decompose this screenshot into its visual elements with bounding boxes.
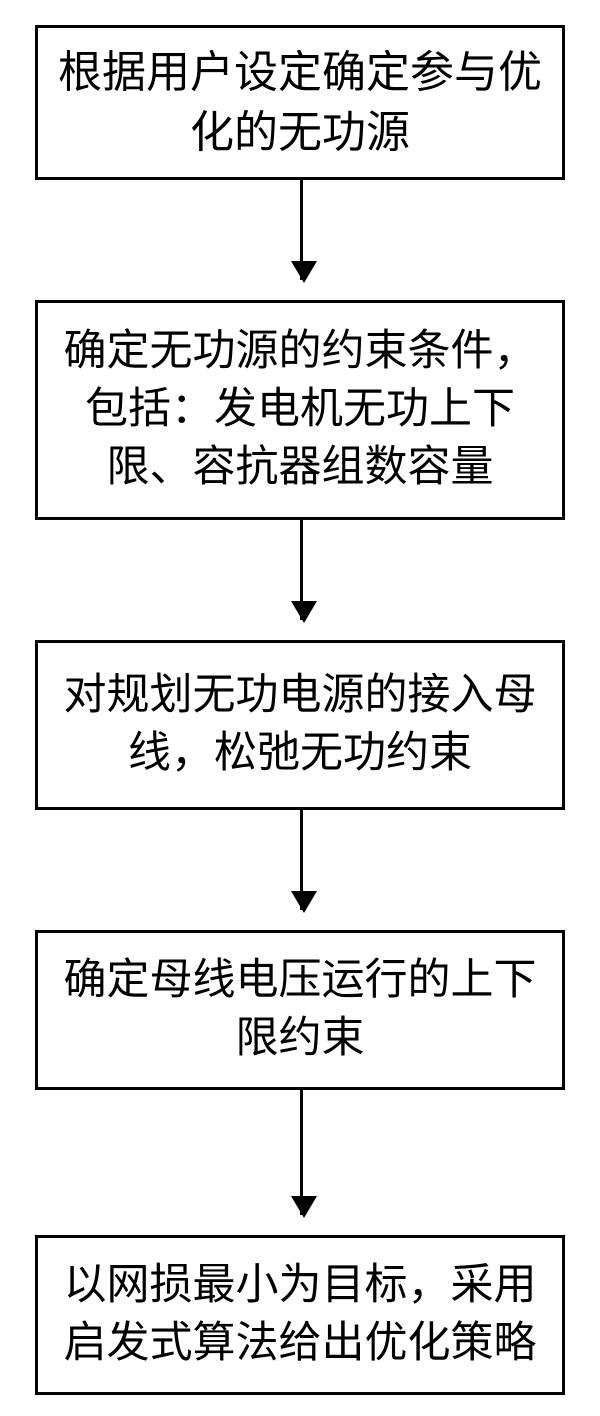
flow-node-3-text: 对规划无功电源的接入母线，松弛无功约束 [58, 667, 542, 783]
flow-arrow-1-2 [300, 180, 303, 280]
flow-node-2: 确定无功源的约束条件，包括：发电机无功上下限、容抗器组数容量 [35, 300, 565, 520]
flow-arrow-2-3 [300, 520, 303, 620]
flow-node-3: 对规划无功电源的接入母线，松弛无功约束 [35, 640, 565, 810]
flow-node-1-text: 根据用户设定确定参与优化的无功源 [58, 43, 542, 162]
flow-node-2-text: 确定无功源的约束条件，包括：发电机无功上下限、容抗器组数容量 [58, 323, 542, 497]
flow-node-4: 确定母线电压运行的上下限约束 [35, 930, 565, 1090]
flow-node-1: 根据用户设定确定参与优化的无功源 [35, 25, 565, 180]
flow-arrow-3-4 [300, 810, 303, 910]
flow-node-4-text: 确定母线电压运行的上下限约束 [58, 952, 542, 1068]
flow-node-5: 以网损最小为目标，采用启发式算法给出优化策略 [35, 1235, 565, 1395]
flow-arrow-4-5 [300, 1090, 303, 1215]
flow-node-5-text: 以网损最小为目标，采用启发式算法给出优化策略 [58, 1257, 542, 1373]
flowchart-container: 根据用户设定确定参与优化的无功源 确定无功源的约束条件，包括：发电机无功上下限、… [0, 0, 600, 1416]
